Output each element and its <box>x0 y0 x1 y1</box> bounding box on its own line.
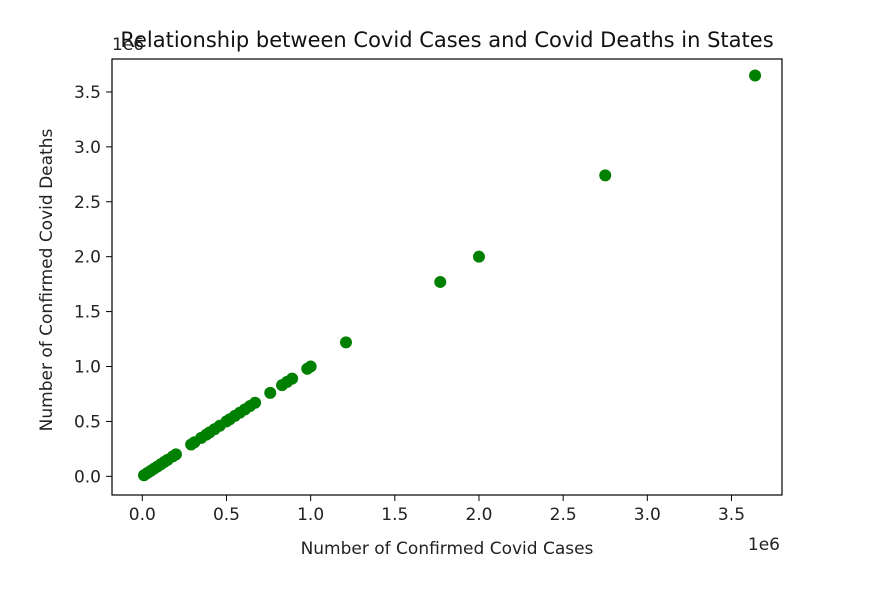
data-point <box>749 69 762 82</box>
y-tick-label: 1.5 <box>74 303 101 323</box>
x-tick-label: 2.5 <box>550 505 577 525</box>
y-axis-offset-label: 1e6 <box>112 35 144 55</box>
y-tick-label: 2.5 <box>74 193 101 213</box>
y-tick-label: 1.0 <box>74 358 101 378</box>
x-tick-label: 2.0 <box>465 505 492 525</box>
axes-frame <box>111 58 783 496</box>
data-point <box>304 360 317 373</box>
x-axis-offset-label: 1e6 <box>748 535 780 555</box>
x-tick-label: 1.5 <box>381 505 408 525</box>
data-point <box>434 275 447 288</box>
x-axis-label: Number of Confirmed Covid Cases <box>301 539 594 559</box>
x-axis: 0.0 0.5 1.0 1.5 2.0 2.5 3.0 3.5 <box>129 495 745 525</box>
x-tick-label: 1.0 <box>297 505 324 525</box>
chart-title: Relationship between Covid Cases and Cov… <box>120 28 773 52</box>
y-tick-label: 3.0 <box>74 138 101 158</box>
y-axis-label: Number of Confirmed Covid Deaths <box>37 129 57 432</box>
data-point <box>169 448 182 461</box>
y-tick-label: 3.5 <box>74 83 101 103</box>
y-tick-label: 2.0 <box>74 248 101 268</box>
data-point <box>264 386 277 399</box>
y-tick-label: 0.5 <box>74 412 101 432</box>
plot-area <box>137 69 762 482</box>
data-point <box>286 372 299 385</box>
x-tick-label: 0.5 <box>213 505 240 525</box>
x-tick-label: 3.0 <box>634 505 661 525</box>
data-point <box>339 336 352 349</box>
y-axis: 0.0 0.5 1.0 1.5 2.0 2.5 3.0 3.5 <box>74 83 112 487</box>
y-tick-label: 0.0 <box>74 467 101 487</box>
data-point <box>249 396 262 409</box>
x-tick-label: 3.5 <box>718 505 745 525</box>
data-point <box>599 169 612 182</box>
x-tick-label: 0.0 <box>129 505 156 525</box>
data-point <box>472 250 485 263</box>
